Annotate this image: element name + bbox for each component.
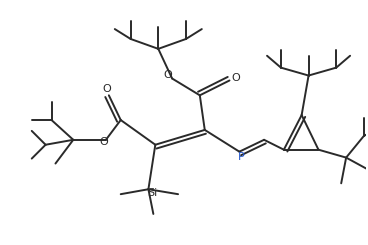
Text: O: O bbox=[231, 73, 240, 83]
Text: Si: Si bbox=[147, 188, 158, 198]
Text: O: O bbox=[99, 137, 108, 147]
Text: P: P bbox=[238, 152, 245, 162]
Text: O: O bbox=[164, 70, 173, 80]
Text: O: O bbox=[103, 84, 111, 94]
